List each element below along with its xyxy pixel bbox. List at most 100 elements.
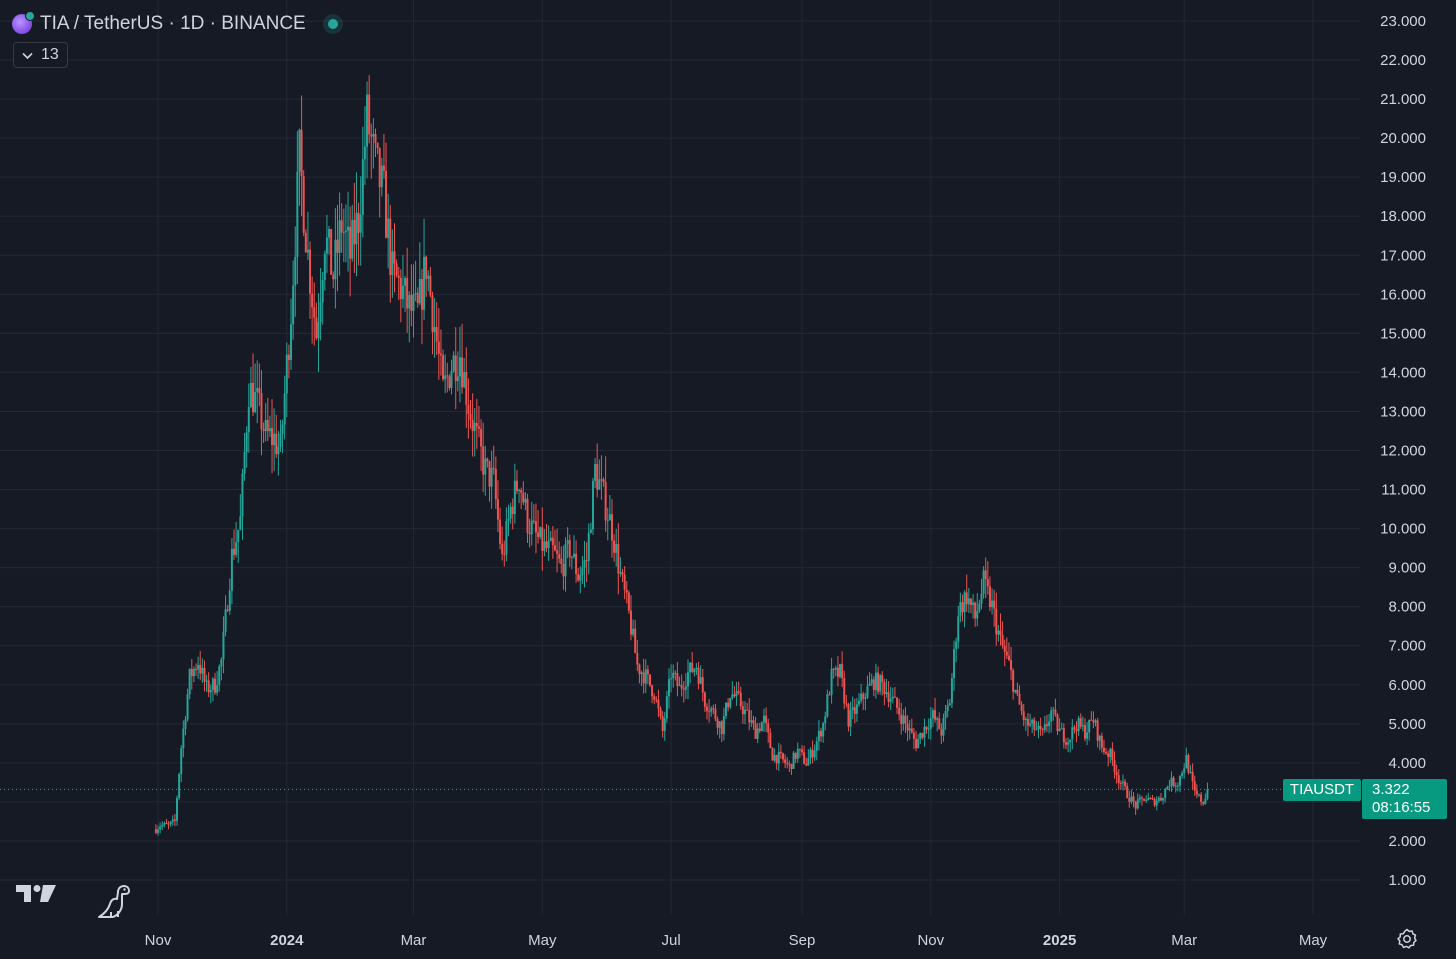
candle-body-up (663, 718, 666, 731)
price-axis[interactable]: 1.0002.0003.0004.0005.0006.0007.0008.000… (1380, 13, 1426, 889)
candle-body-up (866, 685, 869, 698)
symbol-label-tag: TIAUSDT (1283, 779, 1361, 801)
candle-body-up (672, 672, 675, 679)
candle-body-down (393, 251, 396, 264)
candle-body-down (203, 667, 206, 682)
candle-body-down (551, 537, 554, 546)
candle-body-down (801, 749, 804, 753)
candle-body-down (739, 692, 742, 707)
candle-body-down (1079, 718, 1082, 727)
candle-body-up (178, 773, 181, 798)
candle-body-up (230, 548, 233, 591)
candle-body-up (518, 490, 521, 492)
candle-body-down (577, 574, 580, 581)
candle-body-down (887, 692, 890, 702)
dinosaur-icon[interactable] (96, 884, 132, 925)
candle-body-down (1151, 798, 1154, 800)
candle-body-up (744, 709, 747, 715)
candle-body-down (585, 560, 588, 562)
candle-body-down (336, 239, 339, 253)
candle-body-up (507, 518, 510, 521)
candle-body-up (1174, 785, 1177, 787)
candle-body-down (921, 733, 924, 738)
candle-body-up (1138, 797, 1141, 800)
candle-body-down (1039, 725, 1042, 730)
candle-body-down (988, 586, 991, 608)
chart-title[interactable]: TIA / TetherUS · 1D · BINANCE (40, 13, 306, 34)
candle-body-down (883, 682, 886, 695)
candle-body-down (477, 426, 480, 429)
candle-body-up (946, 705, 949, 712)
tradingview-logo-icon[interactable] (16, 882, 58, 909)
candle-body-up (874, 672, 877, 691)
candle-body-up (699, 677, 702, 684)
candle-body-up (285, 354, 288, 394)
candle-body-up (670, 678, 673, 680)
candle-body-down (623, 574, 626, 590)
candle-body-up (182, 728, 185, 749)
candle-body-up (1024, 718, 1027, 721)
candle-body-down (752, 720, 755, 724)
candle-body-up (710, 708, 713, 712)
candle-body-down (712, 708, 715, 710)
settings-gear-icon[interactable] (1396, 928, 1418, 955)
candle-body-up (277, 446, 280, 455)
symbol-logo-icon (12, 11, 35, 34)
candle-body-up (490, 467, 493, 487)
candle-body-up (473, 423, 476, 432)
candle-body-up (1147, 798, 1150, 801)
time-axis[interactable]: Nov 2024 Mar May Jul Sep Nov 2025 Mar May (145, 932, 1328, 949)
candle-body-down (340, 220, 343, 233)
chevron-down-icon (22, 48, 33, 63)
candle-body-up (885, 692, 888, 695)
candle-body-down (697, 667, 700, 684)
candle-body-down (940, 729, 943, 736)
candle-body-down (420, 278, 423, 310)
indicators-toggle-button[interactable]: 13 (13, 42, 68, 68)
candle-body-down (435, 327, 438, 342)
candle-body-down (613, 540, 616, 553)
candle-body-up (1048, 721, 1051, 727)
candle-body-down (1018, 693, 1021, 705)
candle-body-down (313, 307, 316, 318)
candle-body-up (830, 668, 833, 695)
candle-body-down (969, 598, 972, 606)
candle-body-down (617, 544, 620, 574)
x-tick-label: Nov (917, 932, 944, 949)
candle-body-down (370, 134, 373, 137)
candle-body-down (575, 553, 578, 575)
candle-body-up (589, 529, 592, 533)
candle-body-up (423, 256, 426, 310)
candle-body-up (169, 821, 172, 824)
candle-body-up (1035, 729, 1038, 731)
candle-body-down (1153, 798, 1156, 806)
candle-body-down (437, 341, 440, 354)
candle-body-up (347, 226, 350, 231)
candle-body-up (813, 750, 816, 758)
candle-body-up (572, 553, 575, 557)
candle-body-up (224, 609, 227, 632)
candle-body-down (705, 706, 708, 712)
chart-header[interactable]: TIA / TetherUS · 1D · BINANCE (12, 10, 338, 38)
candle-body-down (439, 353, 442, 356)
y-tick-label: 5.000 (1388, 716, 1426, 733)
candle-body-down (648, 674, 651, 686)
candle-body-down (1126, 786, 1129, 798)
candle-body-up (547, 540, 550, 549)
candle-body-up (809, 749, 812, 759)
candle-body-up (549, 537, 552, 541)
candle-body-up (1145, 800, 1148, 802)
candle-body-down (716, 719, 719, 728)
candle-body-down (385, 170, 388, 238)
candle-body-up (205, 680, 208, 682)
candle-body-up (1014, 689, 1017, 692)
candle-body-up (944, 711, 947, 719)
candle-body-down (382, 165, 385, 171)
candle-body-down (1132, 796, 1135, 802)
market-status-icon[interactable] (327, 19, 338, 29)
candle-body-down (1134, 801, 1137, 809)
candle-body-down (646, 669, 649, 675)
candle-body-up (543, 541, 546, 551)
